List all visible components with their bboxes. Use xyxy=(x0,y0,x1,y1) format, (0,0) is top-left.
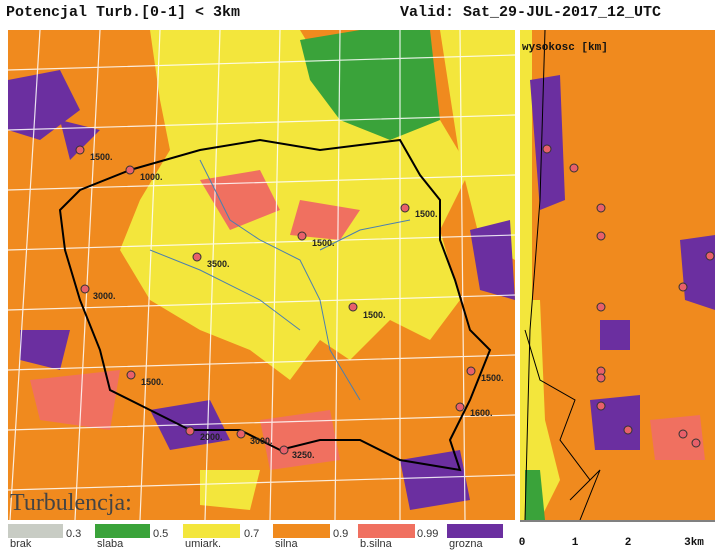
axis-label: 3km xyxy=(684,537,704,549)
legend-threshold: 0.7 xyxy=(244,528,259,540)
station-label: 1000. xyxy=(140,172,163,182)
legend-swatch xyxy=(8,524,63,538)
legend-threshold: 0.99 xyxy=(417,528,438,540)
station-label: 3000. xyxy=(93,291,116,301)
station-label: 1500. xyxy=(141,377,164,387)
legend-swatch xyxy=(273,524,330,538)
legend-swatch xyxy=(95,524,150,538)
legend-threshold: 0.3 xyxy=(66,528,81,540)
axis-label: 2 xyxy=(625,537,632,549)
station-label: 3500. xyxy=(207,259,230,269)
legend-swatch xyxy=(183,524,240,538)
axis-label: 0 xyxy=(519,537,526,549)
legend-threshold: 0.9 xyxy=(333,528,348,540)
legend-title: Turbulencja: xyxy=(10,490,132,516)
station-label: 1500. xyxy=(312,238,335,248)
axis-label: 1 xyxy=(572,537,579,549)
legend-swatch xyxy=(447,524,503,538)
station-label: 1500. xyxy=(363,310,386,320)
legend-label: slaba xyxy=(97,538,124,550)
station-label: 1500. xyxy=(415,209,438,219)
station-label: 1600. xyxy=(470,408,493,418)
station-label: 3250. xyxy=(292,450,315,460)
legend-swatch xyxy=(358,524,415,538)
profile-title: wysokosc [km] xyxy=(522,42,608,54)
station-label: 3000. xyxy=(250,436,273,446)
legend-label: silna xyxy=(275,538,299,550)
legend-label: b.silna xyxy=(360,538,393,550)
legend-label: grozna xyxy=(449,538,484,550)
legend: brak slaba umiark. silna b.silna grozna … xyxy=(8,524,503,550)
station-label: 1500. xyxy=(481,373,504,383)
legend-label: brak xyxy=(10,538,32,550)
valid-time: Valid: Sat_29-JUL-2017_12_UTC xyxy=(400,4,661,21)
station-label: 2000. xyxy=(200,432,223,442)
title: Potencjal Turb.[0-1] < 3km xyxy=(6,4,240,21)
legend-label: umiark. xyxy=(185,538,221,550)
profile-panel: wysokosc [km] xyxy=(520,30,715,520)
legend-threshold: 0.5 xyxy=(153,528,168,540)
map: 1500. 1000. 1500. 1500. 3500. 3000. 1500… xyxy=(8,30,515,520)
station-label: 1500. xyxy=(90,152,113,162)
